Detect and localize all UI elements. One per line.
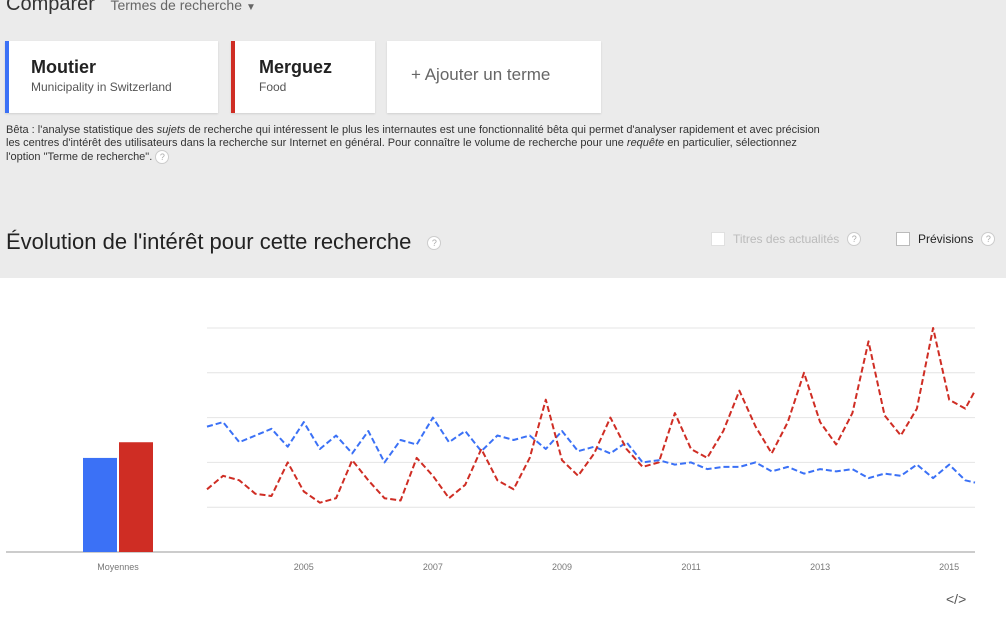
term-card-merguez[interactable]: Merguez Food [231, 41, 375, 113]
average-bar [83, 457, 117, 552]
beta-notice: Bêta : l'analyse statistique des sujets … [6, 124, 820, 164]
chevron-down-icon: ▼ [246, 2, 256, 13]
help-icon[interactable]: ? [847, 232, 862, 246]
interest-over-time-chart: Moyennes 2005 2007 2009 2011 2013 2015 [6, 327, 976, 572]
news-headlines-option: Titres des actualités ? [711, 232, 862, 246]
average-bar [119, 442, 153, 552]
compare-type-dropdown[interactable]: Termes de recherche ▼ [110, 0, 256, 13]
term-name: Merguez [259, 57, 333, 77]
term-card-moutier[interactable]: Moutier Municipality in Switzerland [5, 41, 218, 113]
series-line [206, 327, 976, 504]
section-title: Évolution de l'intérêt pour cette recher… [6, 229, 442, 255]
forecasts-checkbox[interactable] [896, 232, 910, 246]
add-term-label: + Ajouter un terme [411, 65, 551, 84]
embed-code-icon[interactable]: </> [946, 591, 967, 607]
news-headlines-checkbox [711, 232, 725, 246]
page-title: Comparer Termes de recherche ▼ [6, 0, 256, 16]
term-name: Moutier [31, 57, 96, 77]
help-icon[interactable]: ? [427, 236, 442, 251]
forecasts-option[interactable]: Prévisions ? [896, 232, 996, 246]
averages-label: Moyennes [97, 562, 139, 572]
x-tick-label: 2009 [552, 562, 572, 572]
x-tick-label: 2015 [939, 562, 959, 572]
help-icon[interactable]: ? [155, 150, 170, 164]
add-term-button[interactable]: + Ajouter un terme [387, 41, 601, 113]
x-tick-label: 2007 [423, 562, 443, 572]
term-subtitle: Municipality in Switzerland [31, 80, 172, 94]
x-tick-label: 2011 [681, 562, 700, 572]
x-tick-label: 2005 [294, 562, 314, 572]
x-tick-label: 2013 [810, 562, 830, 572]
help-icon[interactable]: ? [981, 232, 996, 246]
term-subtitle: Food [259, 80, 287, 94]
interest-chart-panel: Moyennes 2005 2007 2009 2011 2013 2015 </> [0, 278, 1006, 626]
series-line [206, 416, 976, 484]
